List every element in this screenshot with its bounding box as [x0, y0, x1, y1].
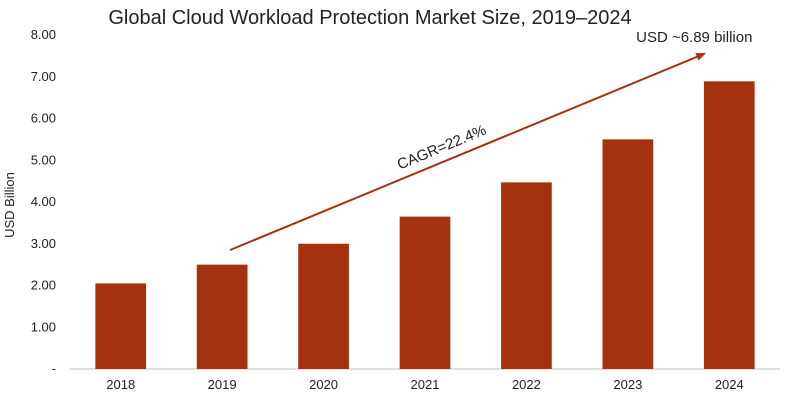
x-tick-label: 2018: [106, 377, 135, 392]
final-value-annotation: USD ~6.89 billion: [636, 29, 752, 46]
y-tick-label: 7.00: [31, 69, 56, 84]
y-tick-label: 1.00: [31, 319, 56, 334]
y-tick-label: 5.00: [31, 152, 56, 167]
y-tick-label: 2.00: [31, 278, 56, 293]
x-tick-label: 2023: [613, 377, 642, 392]
bar-2020: [298, 243, 349, 369]
bar-2018: [95, 283, 147, 369]
bar-2021: [399, 216, 451, 369]
cagr-trend-arrow: [229, 52, 707, 251]
x-axis-ticks: 2018 2019 2020 2021 2022 2023 2024: [106, 377, 743, 392]
y-tick-label: 6.00: [31, 111, 56, 126]
chart-title: Global Cloud Workload Protection Market …: [108, 7, 631, 29]
cagr-annotation: CAGR=22.4%: [395, 122, 489, 174]
bars-group: [95, 81, 755, 369]
x-tick-label: 2021: [411, 377, 440, 392]
bar-2024: [703, 81, 755, 369]
bar-2019: [196, 264, 248, 369]
x-tick-label: 2019: [208, 377, 237, 392]
y-tick-label: 3.00: [31, 236, 56, 251]
y-tick-label: -: [52, 361, 56, 376]
x-tick-label: 2020: [309, 377, 338, 392]
y-axis-ticks: - 1.00 2.00 3.00 4.00 5.00 6.00 7.00 8.00: [31, 27, 56, 376]
bar-2022: [501, 182, 552, 369]
x-tick-label: 2024: [715, 377, 744, 392]
bar-2023: [602, 139, 654, 369]
x-tick-label: 2022: [512, 377, 541, 392]
y-tick-label: 4.00: [31, 194, 56, 209]
y-tick-label: 8.00: [31, 27, 56, 42]
y-axis-label: USD Billion: [2, 172, 17, 238]
